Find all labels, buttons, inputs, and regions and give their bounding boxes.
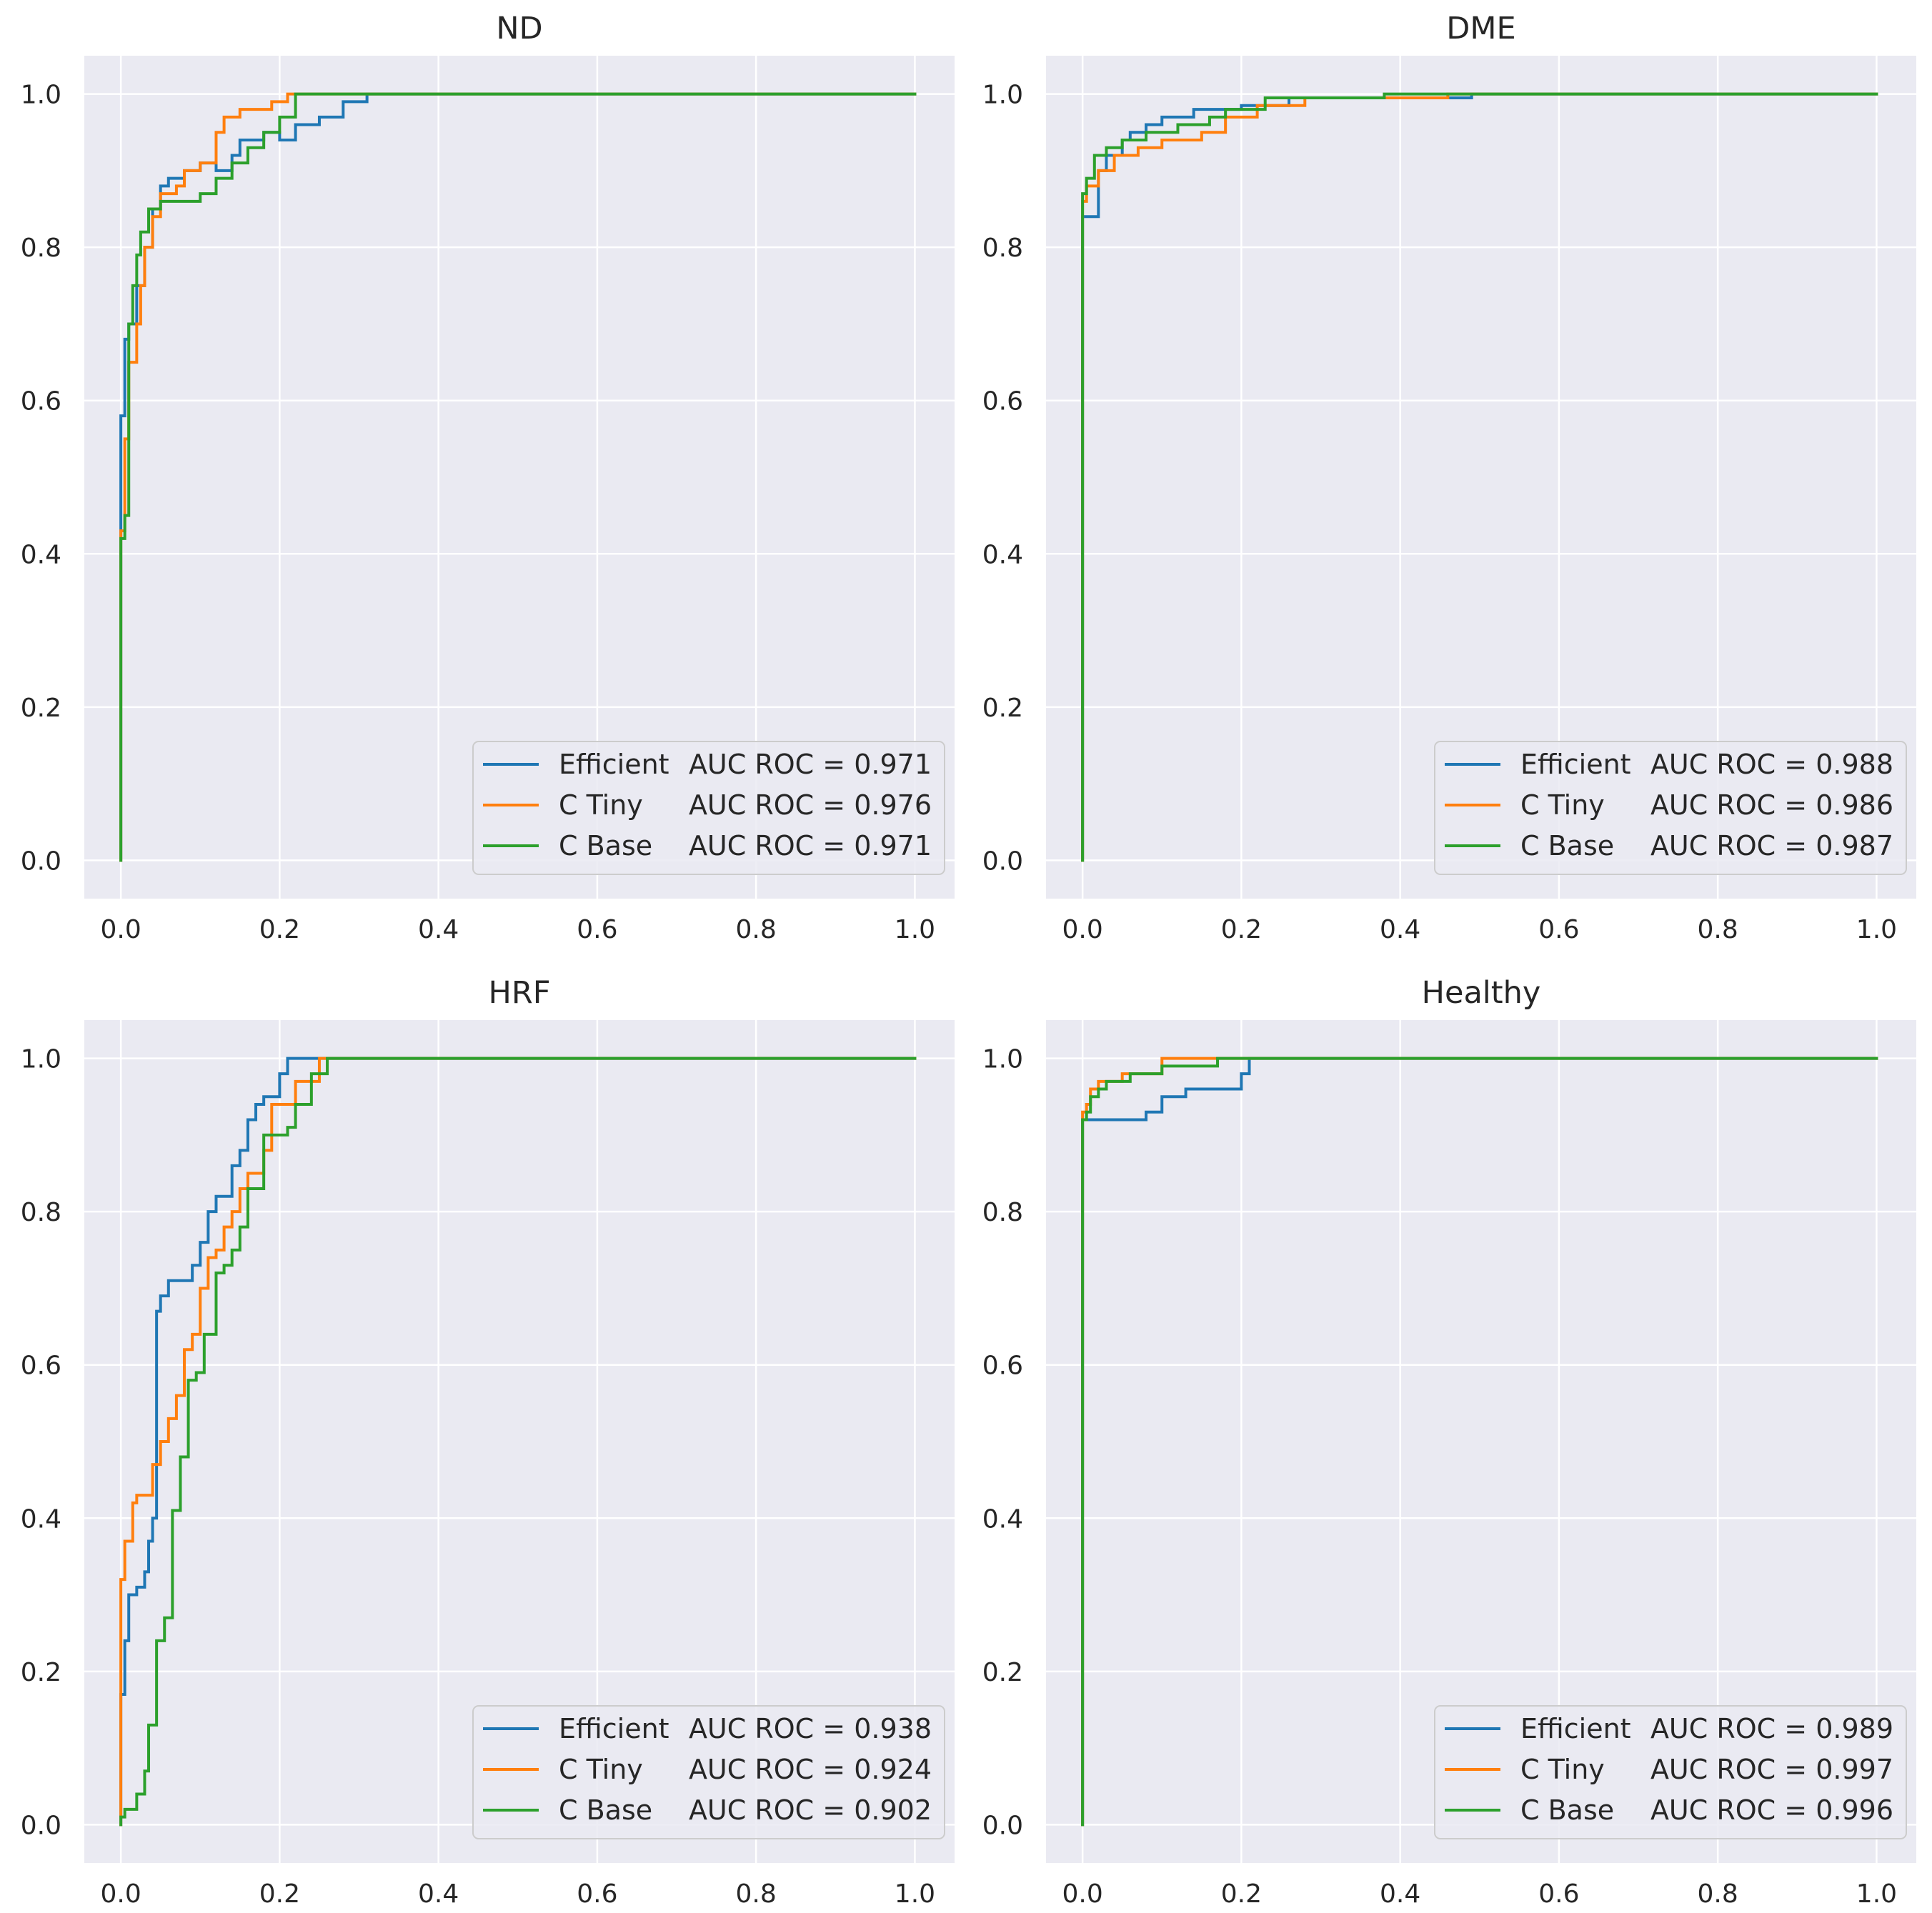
chart-title: ND <box>496 11 542 46</box>
legend-box <box>1434 741 1907 875</box>
roc-line-c-base <box>119 92 917 862</box>
y-tick-label: 0.4 <box>21 540 61 569</box>
legend-label-c-tiny: C Tiny <box>559 789 643 821</box>
y-tick-label: 0.2 <box>982 694 1023 723</box>
y-tick-label: 0.2 <box>21 1658 61 1687</box>
legend-auc-c-base: AUC ROC = 0.902 <box>689 1794 932 1826</box>
y-tick-label: 0.8 <box>982 234 1023 263</box>
y-tick-label: 0.8 <box>21 1198 61 1227</box>
y-tick-label: 1.0 <box>21 81 61 110</box>
y-tick-label: 0.6 <box>21 387 61 416</box>
y-tick-label: 0.2 <box>21 694 61 723</box>
legend-auc-c-tiny: AUC ROC = 0.924 <box>689 1754 932 1785</box>
chart-panel-hrf: 0.0 0.2 0.4 0.6 0.8 1.0 0.0 0.2 0.4 0.6 0.8 1.0 HRF E… <box>21 975 955 1909</box>
y-tick-label: 0.4 <box>982 540 1023 569</box>
x-tick-label: 1.0 <box>895 1879 935 1909</box>
x-tick-label: 0.8 <box>736 915 777 944</box>
x-tick-label: 0.2 <box>1221 915 1262 944</box>
chart-panel-nd: 0.0 0.2 0.4 0.6 0.8 1.0 0.0 0.2 0.4 0.6 0.8 1.0 ND Ef… <box>21 11 955 944</box>
chart-title: DME <box>1446 11 1515 46</box>
legend-label-c-tiny: C Tiny <box>1520 789 1605 821</box>
x-tick-label: 1.0 <box>895 915 935 944</box>
y-tick-label: 0.0 <box>982 1811 1023 1840</box>
x-tick-label: 0.2 <box>1221 1879 1262 1909</box>
legend-auc-c-tiny: AUC ROC = 0.986 <box>1650 789 1893 821</box>
x-tick-label: 0.6 <box>577 915 617 944</box>
legend-label-c-base: C Base <box>1520 830 1614 861</box>
roc-line-c-base <box>119 1057 917 1827</box>
x-tick-label: 0.8 <box>1698 915 1738 944</box>
x-tick-label: 0.0 <box>100 915 141 944</box>
x-tick-label: 0.0 <box>1062 1879 1102 1909</box>
x-tick-label: 1.0 <box>1856 915 1897 944</box>
y-tick-label: 0.4 <box>21 1504 61 1534</box>
roc-line-efficient <box>119 1057 917 1827</box>
y-tick-label: 0.0 <box>982 846 1023 876</box>
legend-label-efficient: Efficient <box>1520 749 1631 780</box>
y-tick-label: 1.0 <box>21 1045 61 1074</box>
roc-line-c-base <box>1081 92 1878 862</box>
legend: Efficient AUC ROC = 0.971 C Tiny AUC ROC = … <box>472 741 945 875</box>
chart-panel-healthy: 0.0 0.2 0.4 0.6 0.8 1.0 0.0 0.2 0.4 0.6 0.8 1.0 Heal… <box>982 975 1916 1909</box>
chart-panel-dme: 0.0 0.2 0.4 0.6 0.8 1.0 0.0 0.2 0.4 0.6 0.8 1.0 DME E… <box>982 11 1916 944</box>
legend-label-efficient: Efficient <box>559 1713 669 1744</box>
chart-title: HRF <box>489 975 551 1011</box>
x-tick-label: 0.2 <box>259 915 300 944</box>
legend-label-c-tiny: C Tiny <box>1520 1754 1605 1785</box>
legend: Efficient AUC ROC = 0.938 C Tiny AUC ROC = … <box>472 1705 945 1839</box>
legend: Efficient AUC ROC = 0.989 C Tiny AUC ROC = … <box>1434 1705 1907 1839</box>
legend-auc-efficient: AUC ROC = 0.938 <box>689 1713 932 1744</box>
x-tick-label: 0.0 <box>100 1879 141 1909</box>
y-tick-label: 0.8 <box>982 1198 1023 1227</box>
legend-label-c-base: C Base <box>1520 1794 1614 1826</box>
y-tick-label: 0.6 <box>982 387 1023 416</box>
legend: Efficient AUC ROC = 0.988 C Tiny AUC ROC = … <box>1434 741 1907 875</box>
legend-auc-c-tiny: AUC ROC = 0.976 <box>689 789 932 821</box>
legend-auc-efficient: AUC ROC = 0.988 <box>1650 749 1893 780</box>
legend-label-efficient: Efficient <box>559 749 669 780</box>
legend-auc-efficient: AUC ROC = 0.971 <box>689 749 932 780</box>
x-tick-label: 0.6 <box>1538 1879 1579 1909</box>
y-tick-label: 0.0 <box>21 1811 61 1840</box>
y-tick-label: 0.6 <box>982 1352 1023 1381</box>
y-tick-label: 0.0 <box>21 846 61 876</box>
legend-label-c-tiny: C Tiny <box>559 1754 643 1785</box>
y-tick-label: 1.0 <box>982 81 1023 110</box>
roc-line-efficient <box>1081 1057 1878 1827</box>
x-tick-label: 0.6 <box>577 1879 617 1909</box>
legend-box <box>472 1705 945 1839</box>
legend-auc-c-base: AUC ROC = 0.971 <box>689 830 932 861</box>
x-tick-label: 0.0 <box>1062 915 1102 944</box>
roc-line-c-tiny <box>119 92 917 862</box>
legend-auc-efficient: AUC ROC = 0.989 <box>1650 1713 1893 1744</box>
chart-title: Healthy <box>1422 975 1541 1011</box>
y-tick-label: 0.2 <box>982 1658 1023 1687</box>
y-tick-label: 0.4 <box>982 1504 1023 1534</box>
legend-box <box>1434 1705 1907 1839</box>
x-tick-label: 0.4 <box>1380 1879 1420 1909</box>
y-tick-label: 0.8 <box>21 234 61 263</box>
x-tick-label: 0.8 <box>1698 1879 1738 1909</box>
legend-box <box>472 741 945 875</box>
x-tick-label: 0.2 <box>259 1879 300 1909</box>
legend-auc-c-base: AUC ROC = 0.996 <box>1650 1794 1893 1826</box>
legend-label-c-base: C Base <box>559 1794 652 1826</box>
y-tick-label: 0.6 <box>21 1352 61 1381</box>
x-tick-label: 0.4 <box>418 915 459 944</box>
x-tick-label: 0.8 <box>736 1879 777 1909</box>
legend-label-c-base: C Base <box>559 830 652 861</box>
x-tick-label: 0.4 <box>418 1879 459 1909</box>
x-tick-label: 1.0 <box>1856 1879 1897 1909</box>
x-tick-label: 0.4 <box>1380 915 1420 944</box>
x-tick-label: 0.6 <box>1538 915 1579 944</box>
roc-line-c-base <box>1081 1057 1878 1827</box>
legend-auc-c-tiny: AUC ROC = 0.997 <box>1650 1754 1893 1785</box>
legend-auc-c-base: AUC ROC = 0.987 <box>1650 830 1893 861</box>
y-tick-label: 1.0 <box>982 1045 1023 1074</box>
legend-label-efficient: Efficient <box>1520 1713 1631 1744</box>
